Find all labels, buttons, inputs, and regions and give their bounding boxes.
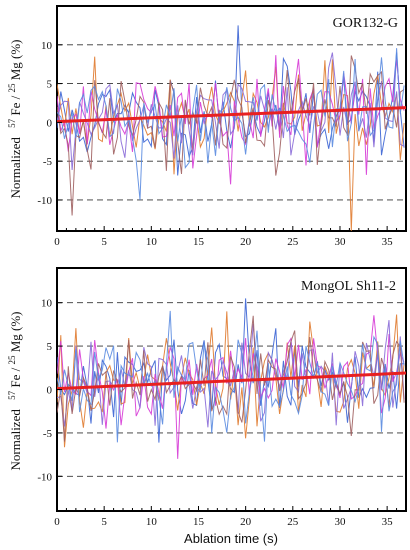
trend-line-mark	[57, 371, 406, 391]
y-tick-label: -10	[37, 471, 52, 483]
x-tick-label: 15	[193, 516, 205, 528]
x-tick-label: 0	[54, 516, 60, 528]
x-tick-label: 25	[287, 236, 299, 248]
x-tick-label: 15	[193, 236, 205, 248]
y-tick-label: 10	[41, 298, 53, 310]
y-tick-label: 0	[47, 117, 53, 129]
x-tick-label: 20	[240, 516, 252, 528]
x-axis-label: Ablation time (s)	[184, 531, 278, 546]
x-tick-label: 10	[146, 236, 158, 248]
y-tick-label: 0	[47, 385, 53, 397]
axis-ticks: 0 5 10 15 20 25 30 35 -10 -5 0 5 10	[37, 40, 398, 248]
x-tick-label: 0	[54, 236, 60, 248]
x-tick-label: 30	[334, 236, 346, 248]
series-line	[57, 55, 405, 216]
x-tick-label: 5	[101, 236, 107, 248]
panel-label: MongOL Sh11-2	[301, 279, 396, 294]
x-tick-label: 20	[240, 236, 252, 248]
panel-top: 0 5 10 15 20 25 30 35 -10 -5 0 5 10 GOR132-G Normali…	[3, 5, 407, 248]
y-axis-label: Normalized 57 Fe / 25 Mg (%)	[3, 39, 23, 198]
trend-line	[57, 371, 406, 391]
y-tick-label: -5	[43, 428, 53, 440]
y-tick-label: 5	[47, 79, 53, 91]
x-tick-label: 35	[382, 236, 394, 248]
x-tick-label: 35	[382, 516, 394, 528]
gridlines	[57, 302, 406, 477]
x-tick-label: 5	[101, 516, 107, 528]
y-axis-label: Normalized 57 Fe / 25 Mg (%)	[3, 311, 23, 470]
panel-bottom: 0 5 10 15 20 25 30 35 -10 -5 0 5 10 MongOL Sh11-2 No…	[3, 267, 407, 546]
series-line	[57, 55, 405, 185]
axis-ticks: 0 5 10 15 20 25 30 35 -10 -5 0 5 10	[37, 298, 398, 528]
svg-text:Normalized 57: Normalized 57 Fe / 25 Mg (%)	[3, 39, 23, 198]
panel-label: GOR132-G	[333, 16, 398, 31]
y-tick-label: 10	[41, 40, 53, 52]
y-tick-label: -10	[37, 195, 52, 207]
x-tick-label: 25	[287, 516, 299, 528]
series-line	[57, 310, 405, 443]
svg-text:Normalized 57: Normalized 57 Fe / 25 Mg (%)	[3, 311, 23, 470]
x-tick-label: 30	[334, 516, 346, 528]
trend-line	[57, 106, 406, 124]
x-tick-label: 10	[146, 516, 158, 528]
y-tick-label: -5	[43, 156, 53, 168]
trend-line-mark	[57, 106, 406, 124]
y-tick-label: 5	[47, 341, 53, 353]
series-lines	[57, 298, 405, 459]
